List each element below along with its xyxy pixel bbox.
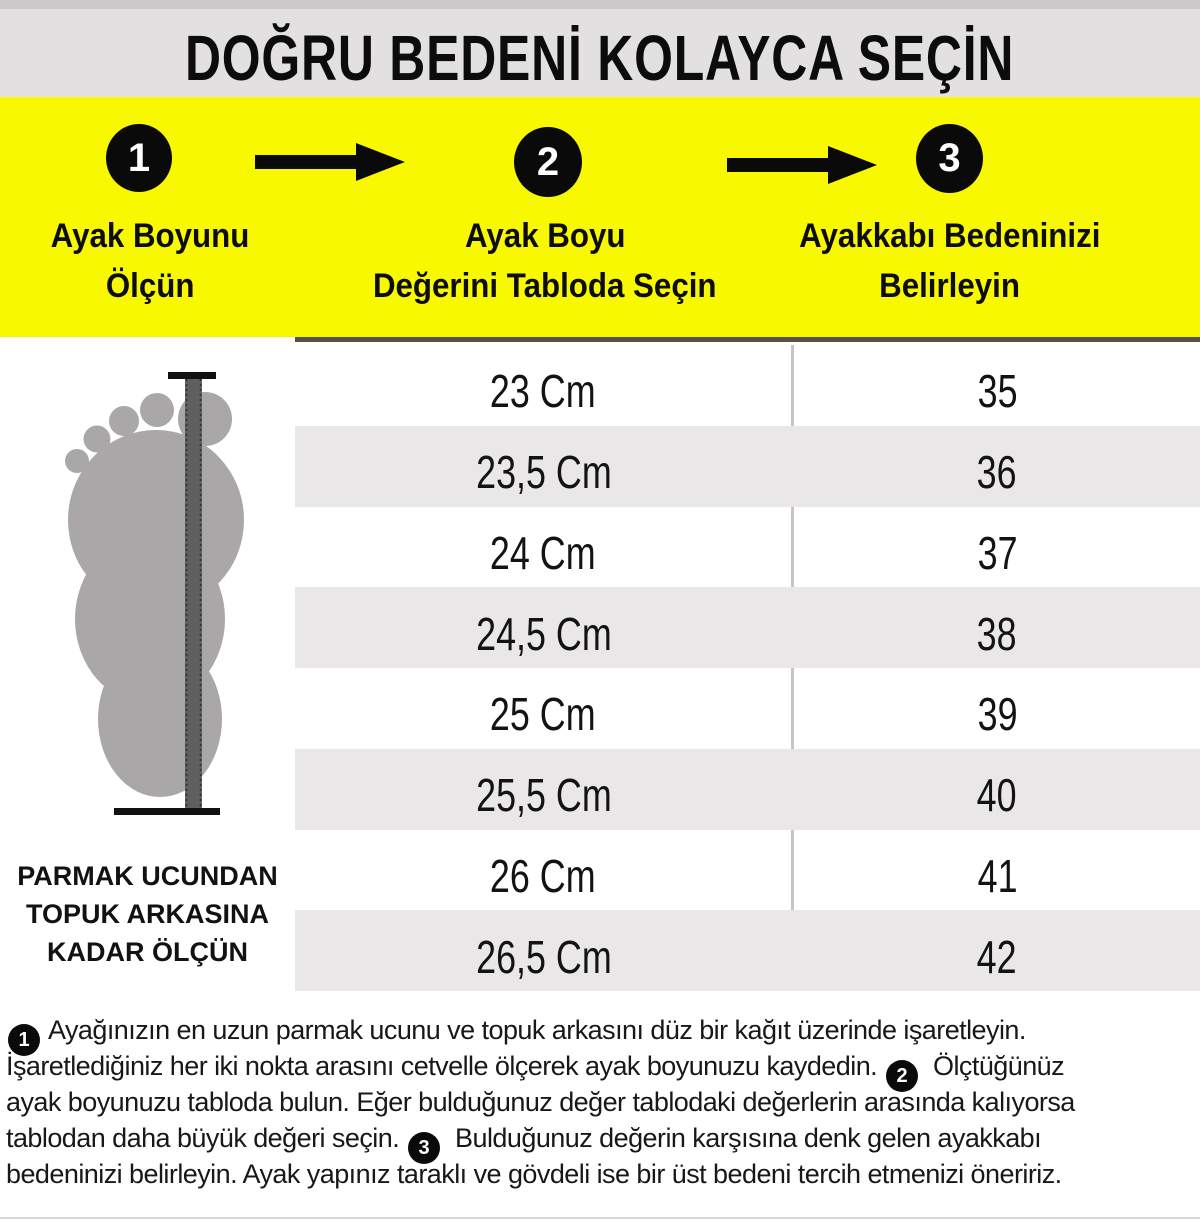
shoe-size-cell: 42	[976, 930, 1017, 983]
step-1-label: Ayak Boyunu Ölçün	[50, 217, 250, 305]
cm-value-cell: 23,5 Cm	[476, 446, 612, 499]
arrow-right-icon	[255, 143, 405, 181]
step-1-number: 1	[127, 135, 151, 180]
instruction-line: bedeninizi belirleyin. Ayak yapınız tara…	[6, 1156, 1196, 1192]
step-2-number: 2	[536, 139, 560, 184]
size-table-row: 24,5 Cm 38	[295, 587, 1200, 668]
step-2-number-badge: 2	[514, 127, 582, 197]
cm-value-cell: 26,5 Cm	[476, 930, 612, 983]
instruction-line: tablodan daha büyük değeri seçin. 3 Buld…	[6, 1120, 1196, 1164]
size-table: 23 Cm 35 23,5 Cm 36 24 Cm 37 24,5 Cm 38 25 Cm 39 2…	[295, 345, 1200, 991]
foot-measure-panel: PARMAK UCUNDAN TOPUK ARKASINA KADAR ÖLÇÜN	[0, 337, 295, 1015]
caption-line: KADAR ÖLÇÜN	[47, 937, 248, 967]
instruction-text: tablodan daha büyük değeri seçin.	[6, 1123, 407, 1153]
cm-value-cell: 24,5 Cm	[476, 607, 612, 660]
ruler-top-cap	[168, 372, 216, 379]
shoe-size-cell: 38	[976, 607, 1017, 660]
shoe-size-cell: 41	[977, 849, 1018, 902]
instruction-text: İşaretlediğiniz her iki nokta arasını ce…	[6, 1051, 885, 1081]
cm-value-cell: 25 Cm	[295, 668, 795, 749]
cm-value-cell: 26 Cm	[295, 829, 795, 911]
instruction-text: Ayağınızın en uzun parmak ucunu ve topuk…	[48, 1015, 1026, 1045]
instruction-number-badge: 2	[886, 1060, 919, 1092]
shoe-size-cell: 39	[977, 688, 1018, 741]
step-1-number-badge: 1	[106, 124, 172, 192]
shoe-size-cell: 36	[976, 446, 1017, 499]
cm-value-cell: 25,5 Cm	[476, 769, 612, 822]
caption-line: TOPUK ARKASINA	[25, 899, 269, 929]
arrow-right-icon	[727, 146, 877, 184]
size-table-row: 26 Cm 41	[295, 829, 1200, 911]
ruler-bottom-cap	[114, 808, 220, 815]
cm-value-cell: 24 Cm	[295, 506, 795, 588]
instruction-line: ayak boyunuzu tabloda bulun. Eğer bulduğ…	[6, 1084, 1196, 1120]
ruler-band	[185, 377, 202, 813]
size-table-row: 23,5 Cm 36	[295, 425, 1200, 507]
size-table-row: 23 Cm 35	[295, 345, 1200, 426]
page-title: DOĞRU BEDENİ KOLAYCA SEÇİN	[185, 21, 1015, 94]
shoe-size-cell: 37	[977, 526, 1018, 579]
size-table-row: 24 Cm 37	[295, 506, 1200, 588]
cm-value-cell: 23 Cm	[295, 345, 795, 426]
instruction-line: 1 Ayağınızın en uzun parmak ucunu ve topu…	[6, 1012, 1196, 1056]
shoe-size-cell: 35	[977, 365, 1018, 418]
size-table-row: 25 Cm 39	[295, 668, 1200, 749]
instruction-text: Ölçtüğünüz	[926, 1051, 1065, 1081]
instruction-number-badge: 3	[408, 1132, 441, 1164]
foot-measure-illustration	[65, 372, 244, 815]
shoe-size-cell: 40	[976, 769, 1017, 822]
instruction-number-badge: 1	[8, 1024, 40, 1056]
step-3-label: Ayakkabı Bedeninizi Belirleyin	[799, 217, 1101, 305]
step-3-number: 3	[938, 136, 961, 180]
instruction-text: ayak boyunuzu tabloda bulun. Eğer bulduğ…	[6, 1087, 1075, 1117]
size-table-row: 25,5 Cm 40	[295, 748, 1200, 830]
instruction-line: İşaretlediğiniz her iki nokta arasını ce…	[6, 1048, 1196, 1092]
foot-measure-caption: PARMAK UCUNDAN TOPUK ARKASINA KADAR ÖLÇÜN	[0, 857, 295, 971]
title-bar: DOĞRU BEDENİ KOLAYCA SEÇİN	[0, 0, 1200, 106]
caption-line: PARMAK UCUNDAN	[17, 861, 278, 891]
steps-banner: 1 2 3 Ayak Boyunu Ölçün Ayak Boyu Değeri…	[0, 97, 1200, 342]
instruction-text: bedeninizi belirleyin. Ayak yapınız tara…	[6, 1159, 1062, 1189]
instructions: 1 Ayağınızın en uzun parmak ucunu ve topu…	[6, 1012, 1196, 1192]
size-table-row: 26,5 Cm 42	[295, 910, 1200, 991]
step-3-number-badge: 3	[916, 124, 983, 193]
step-2-label: Ayak Boyu Değerini Tabloda Seçin	[373, 217, 717, 305]
instruction-text: Bulduğunuz değerin karşısına denk gelen …	[448, 1123, 1042, 1153]
